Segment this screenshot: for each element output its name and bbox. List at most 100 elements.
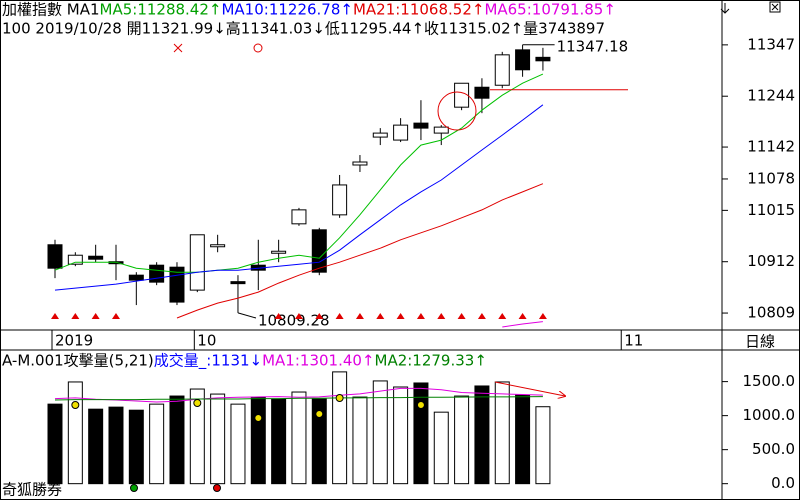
candle-body [67, 254, 83, 265]
y-tick-label: 10912 [747, 252, 795, 270]
candle-body [47, 244, 63, 269]
signal-triangle [498, 313, 507, 319]
signal-triangle [335, 313, 344, 319]
candle-body [311, 229, 327, 273]
volume-bar [311, 398, 327, 485]
ma-line [54, 396, 543, 401]
header-text: 成交量_:1131↓ [154, 352, 262, 371]
volume-bar [230, 403, 246, 485]
highlight-circle [437, 91, 477, 131]
signal-triangle [111, 313, 120, 319]
volume-bar [454, 395, 470, 485]
candle-body [230, 281, 246, 285]
signal-triangle [51, 313, 59, 319]
candle-body [535, 56, 551, 62]
y-tick-label: 1500.0 [743, 372, 796, 390]
volume-bar [128, 409, 144, 485]
header-text: MA5:11288.42↑ [100, 1, 222, 19]
volume-bar [210, 393, 226, 485]
volume-bar [413, 382, 429, 485]
candle-body [474, 86, 490, 99]
annotation: 10809.28 [258, 312, 330, 330]
candle-body [332, 184, 348, 216]
price-plot: 11347.18 10809.28 [47, 37, 629, 330]
signal-triangle [315, 313, 324, 319]
y-tick-label: 11244 [747, 87, 795, 105]
y-tick-label: 11142 [747, 138, 795, 156]
signal-dot [315, 410, 324, 418]
x-tick-label: 10 [197, 332, 216, 350]
volume-bar [393, 386, 409, 485]
signal-triangle [91, 313, 100, 319]
y-tick-label: 11078 [747, 169, 795, 187]
header-text: 100 2019/10/28 開11321.99↓高11341.03↓低1129… [2, 20, 605, 38]
header-text: MA21:11068.52↑ [353, 1, 484, 19]
ma-line [54, 387, 543, 403]
close-icon-x[interactable] [771, 3, 779, 11]
signal-dot [193, 399, 202, 407]
signal-dot [71, 401, 80, 409]
volume-bar [189, 388, 205, 485]
volume-bar [332, 371, 348, 485]
volume-bar [271, 398, 287, 485]
y-tick-label: 0.0 [771, 474, 795, 492]
period-label: 日線 [745, 333, 775, 351]
signal-triangle [376, 313, 385, 319]
signal-triangle [457, 313, 466, 319]
cross-marker [173, 43, 183, 53]
header-text: MA10:11226.78↑ [221, 1, 352, 19]
annotation: 11347.18 [557, 37, 629, 55]
signal-dot [254, 414, 263, 422]
volume-plot [47, 371, 551, 485]
y-tick-label: 11347 [747, 35, 795, 53]
candle-body [128, 274, 144, 281]
sort-icon[interactable] [720, 3, 730, 14]
volume-bar [291, 391, 307, 485]
candle-body [210, 244, 226, 248]
volume-bar [494, 381, 510, 485]
volume-bar [67, 381, 83, 485]
volume-bar [250, 396, 266, 485]
signal-triangle [274, 313, 283, 319]
volume-bar [515, 394, 531, 485]
ma-line [54, 73, 544, 273]
signal-triangle [71, 313, 80, 319]
y-tick-label: 1000.0 [743, 406, 796, 424]
volume-bar [47, 403, 63, 485]
footer: 奇狐勝券 [2, 481, 62, 499]
annotation-marks [130, 1, 781, 492]
candle-body [494, 54, 510, 86]
y-tick-label: 10809 [747, 304, 795, 322]
signal-triangle [396, 313, 405, 319]
close-icon[interactable] [769, 1, 781, 13]
candle-body [352, 161, 368, 166]
candle-body [393, 124, 409, 141]
volume-bar [535, 406, 551, 485]
x-tick-label: 2019 [55, 332, 93, 350]
signal-triangle [538, 313, 547, 319]
volume-bar [372, 380, 388, 485]
candle-body [271, 250, 287, 254]
candle-body [189, 234, 205, 291]
candle-body [88, 255, 104, 260]
candle-body [433, 126, 449, 134]
ma-line [176, 183, 544, 319]
signal-dot [130, 484, 138, 492]
header-text: MA1:1301.40↑ [262, 352, 374, 370]
volume-bar [108, 406, 124, 485]
y-tick-label: 500.0 [752, 440, 795, 458]
candle-body [515, 49, 531, 71]
signal-dot [416, 401, 425, 409]
signal-triangle [416, 313, 425, 319]
y-tick-label: 11015 [747, 201, 795, 219]
volume-bar [352, 396, 368, 485]
volume-bar [88, 408, 104, 485]
arrow [494, 381, 565, 396]
ma-line [54, 104, 544, 291]
signal-triangle [437, 313, 446, 319]
signal-triangle [355, 313, 364, 319]
signal-triangle [477, 313, 486, 319]
header-text: 加權指數 MA1 [2, 1, 100, 19]
candle-body [149, 264, 165, 283]
candle-body [291, 209, 307, 225]
